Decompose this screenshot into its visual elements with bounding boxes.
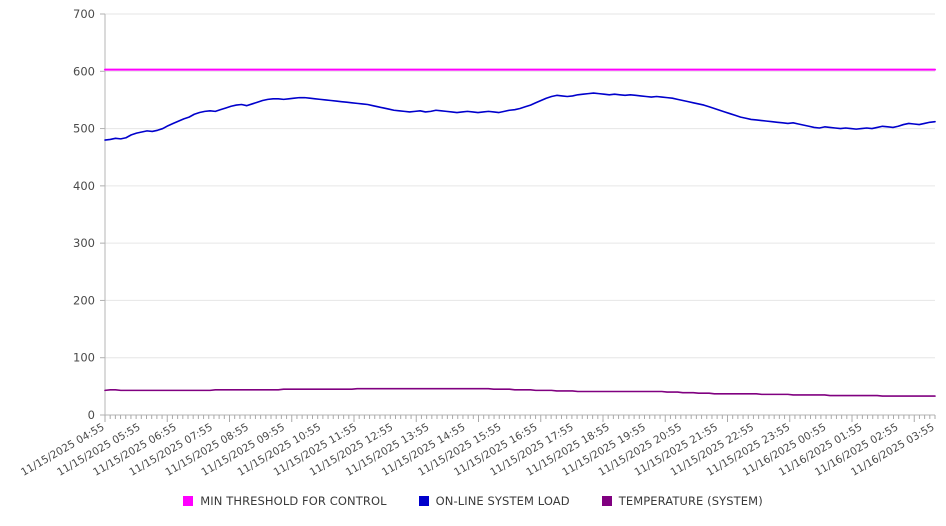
y-tick-label: 600 [73, 64, 95, 78]
legend-swatch-icon [418, 496, 429, 506]
y-tick-label: 700 [73, 7, 95, 21]
legend-item-on-line-system-load[interactable]: ON-LINE SYSTEM LOAD [418, 494, 570, 508]
y-tick-label: 100 [73, 351, 95, 365]
y-tick-label: 400 [73, 179, 95, 193]
legend-swatch-icon [601, 496, 612, 506]
series-line [104, 92, 936, 141]
y-tick-label: 300 [73, 236, 95, 250]
legend-swatch-icon [183, 496, 194, 506]
y-tick-label: 500 [73, 122, 95, 136]
series-line [104, 387, 936, 397]
legend-label: ON-LINE SYSTEM LOAD [435, 494, 570, 508]
y-tick-label: 200 [73, 293, 95, 307]
chart-legend: MIN THRESHOLD FOR CONTROL ON-LINE SYSTEM… [0, 494, 946, 508]
legend-item-temperature-system[interactable]: TEMPERATURE (SYSTEM) [601, 494, 763, 508]
legend-label: TEMPERATURE (SYSTEM) [618, 494, 763, 508]
y-tick-label: 0 [88, 408, 95, 422]
legend-label: MIN THRESHOLD FOR CONTROL [200, 494, 387, 508]
legend-item-min-threshold-for-control[interactable]: MIN THRESHOLD FOR CONTROL [183, 494, 387, 508]
